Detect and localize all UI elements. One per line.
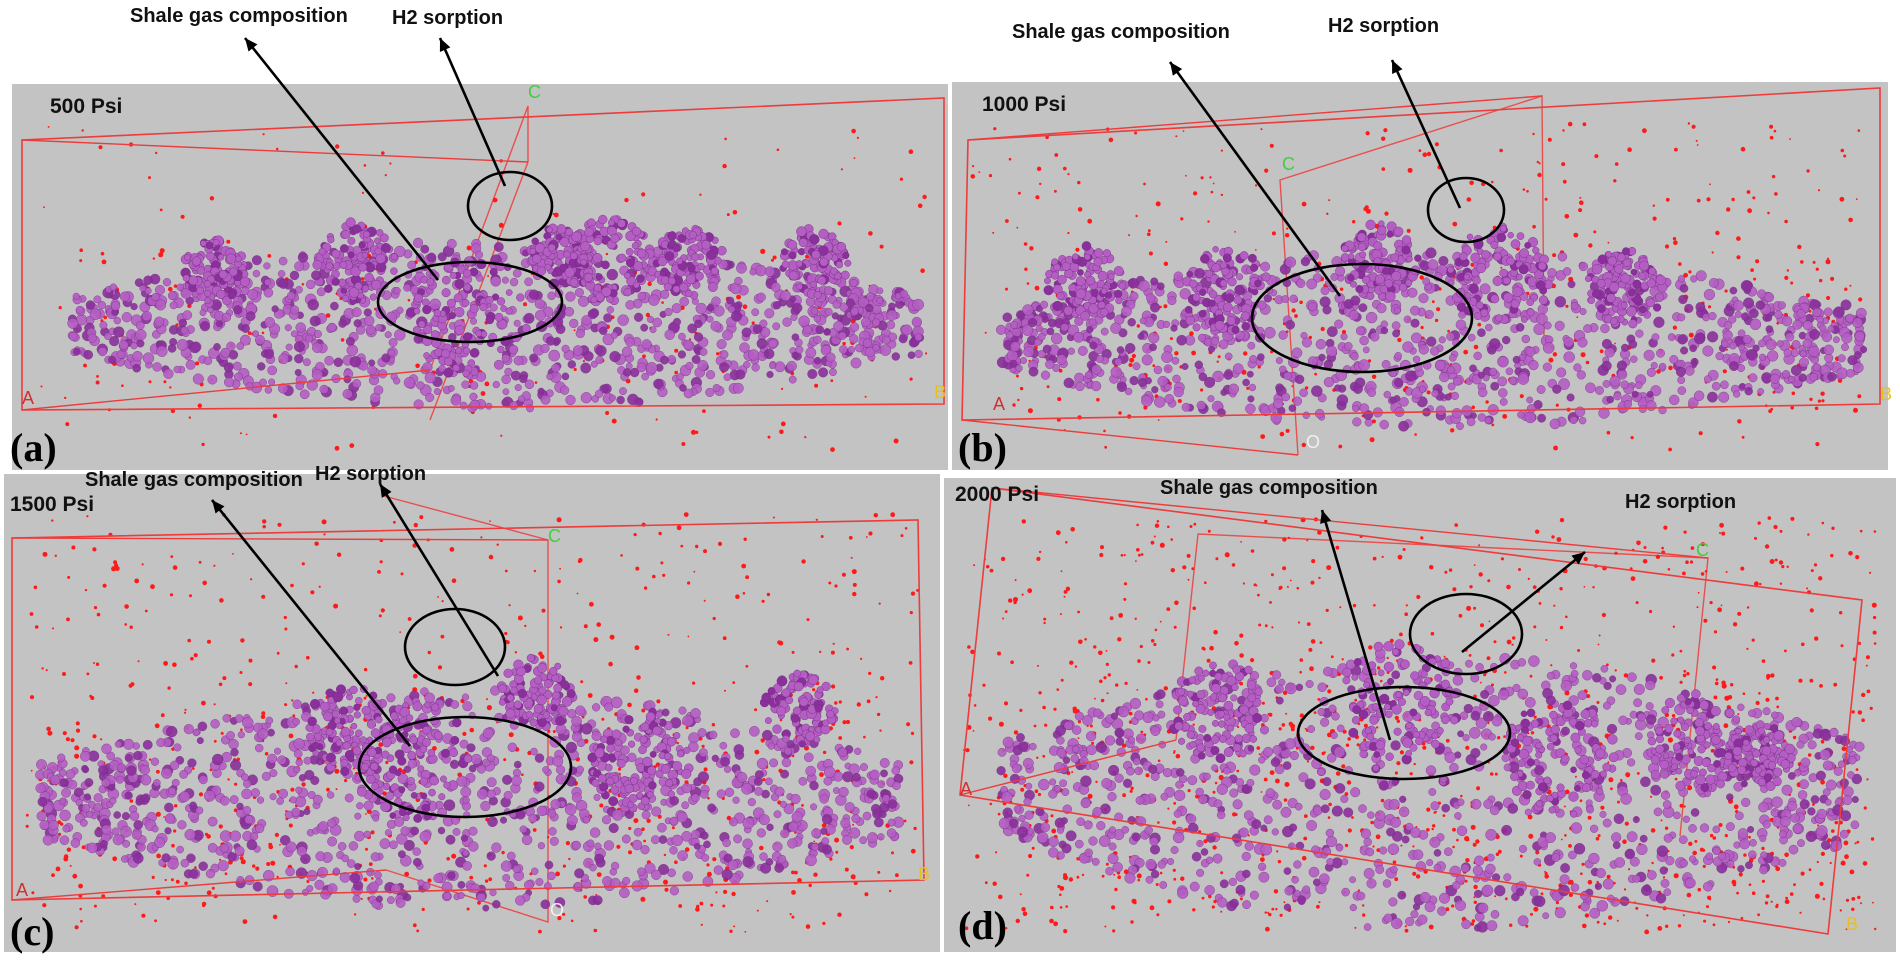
simulation-box-edge [959,739,1177,796]
panel-c-pressure: 1500 Psi [10,493,95,516]
simulation-box-front-edges [959,487,1863,935]
axis-label-a: A [960,779,972,799]
axis-label-b: B [1880,384,1892,404]
panel-b-gas-callout: Shale gas composition [1012,21,1230,43]
axis-label-c: C [1696,540,1709,560]
simulation-box-front-edges [961,87,1881,421]
axis-label-b: B [918,864,930,884]
h2-sorption-arrow [1461,550,1586,654]
panel-d-label: (d) [958,903,1007,948]
axis-label-a: A [16,880,28,900]
simulation-box-edge [961,419,1299,456]
shale-gas-ellipse [376,260,564,344]
axis-label-c: C [548,526,561,546]
panel-d-gas-callout: Shale gas composition [1160,477,1378,499]
shale-gas-arrow [243,37,440,281]
h2-sorption-circle [1426,176,1506,244]
panel-c-label: (c) [10,909,55,954]
axis-label-o: O [550,900,564,920]
panel-d-scene: A B C [944,478,1896,952]
shale-gas-ellipse [357,715,573,819]
simulation-box-edge [967,95,1543,141]
h2-sorption-arrow [1390,59,1462,209]
panel-b-label: (b) [958,425,1007,470]
shale-gas-arrow-head [245,38,258,52]
simulation-box-edge [11,537,549,541]
panel-d-pressure: 2000 Psi [955,483,1040,506]
axis-label-b: B [1846,914,1858,934]
h2-sorption-arrow [378,483,500,677]
panel-a-pressure: 500 Psi [50,95,123,118]
shale-gas-arrow-head [1170,62,1183,76]
shale-gas-molecules [67,214,925,413]
shale-gas-molecules [35,653,905,912]
panel-a-h2-callout: H2 sorption [392,7,504,29]
panel-c-scene: A B C O [4,474,940,952]
panel-a-label: (a) [10,425,57,470]
simulation-box-front-edges [11,519,925,901]
panel-c-gas-callout: Shale gas composition [85,469,303,491]
simulation-box-edge [11,869,387,901]
shale-gas-arrow [1320,509,1392,741]
shale-gas-arrow-head [212,500,225,514]
axis-label-b: B [934,382,946,402]
axis-label-c: C [1282,154,1295,174]
shale-gas-arrow-head [1320,510,1332,524]
axis-label-c: C [528,82,541,102]
simulation-box-edge [21,369,431,411]
simulation-box-front-edges [21,97,945,411]
h2-sorption-arrow-head [1571,552,1585,565]
h2-sorption-arrow [438,37,507,187]
simulation-box-edge [21,139,529,163]
shale-gas-ellipse [1250,262,1474,374]
panel-a-gas-callout: Shale gas composition [130,5,348,27]
shale-gas-arrow [1168,61,1342,297]
h2-sorption-circle [1408,592,1524,676]
shale-gas-arrow [210,499,412,747]
h2-sorption-arrow-head [1392,60,1403,74]
panel-b-scene: A B C O [952,59,1892,470]
simulation-box-edge [991,487,1709,559]
shale-gas-ellipse [1296,685,1512,781]
panel-a-scene: A B C [12,37,948,470]
panel-b-h2-callout: H2 sorption [1328,15,1440,37]
h2-sorption-circle [403,607,507,687]
h2-sorption-circle [466,170,554,242]
axis-label-a: A [993,394,1005,414]
h2-sorption-arrow-head [380,484,392,498]
panel-b-pressure: 1000 Psi [982,93,1067,116]
panel-d-h2-callout: H2 sorption [1625,491,1737,513]
axis-label-a: A [22,388,34,408]
axis-label-o: O [1306,432,1320,452]
h2-sorption-arrow-head [439,38,451,52]
shale-gas-molecules [996,219,1868,432]
panel-c-h2-callout: H2 sorption [315,463,427,485]
